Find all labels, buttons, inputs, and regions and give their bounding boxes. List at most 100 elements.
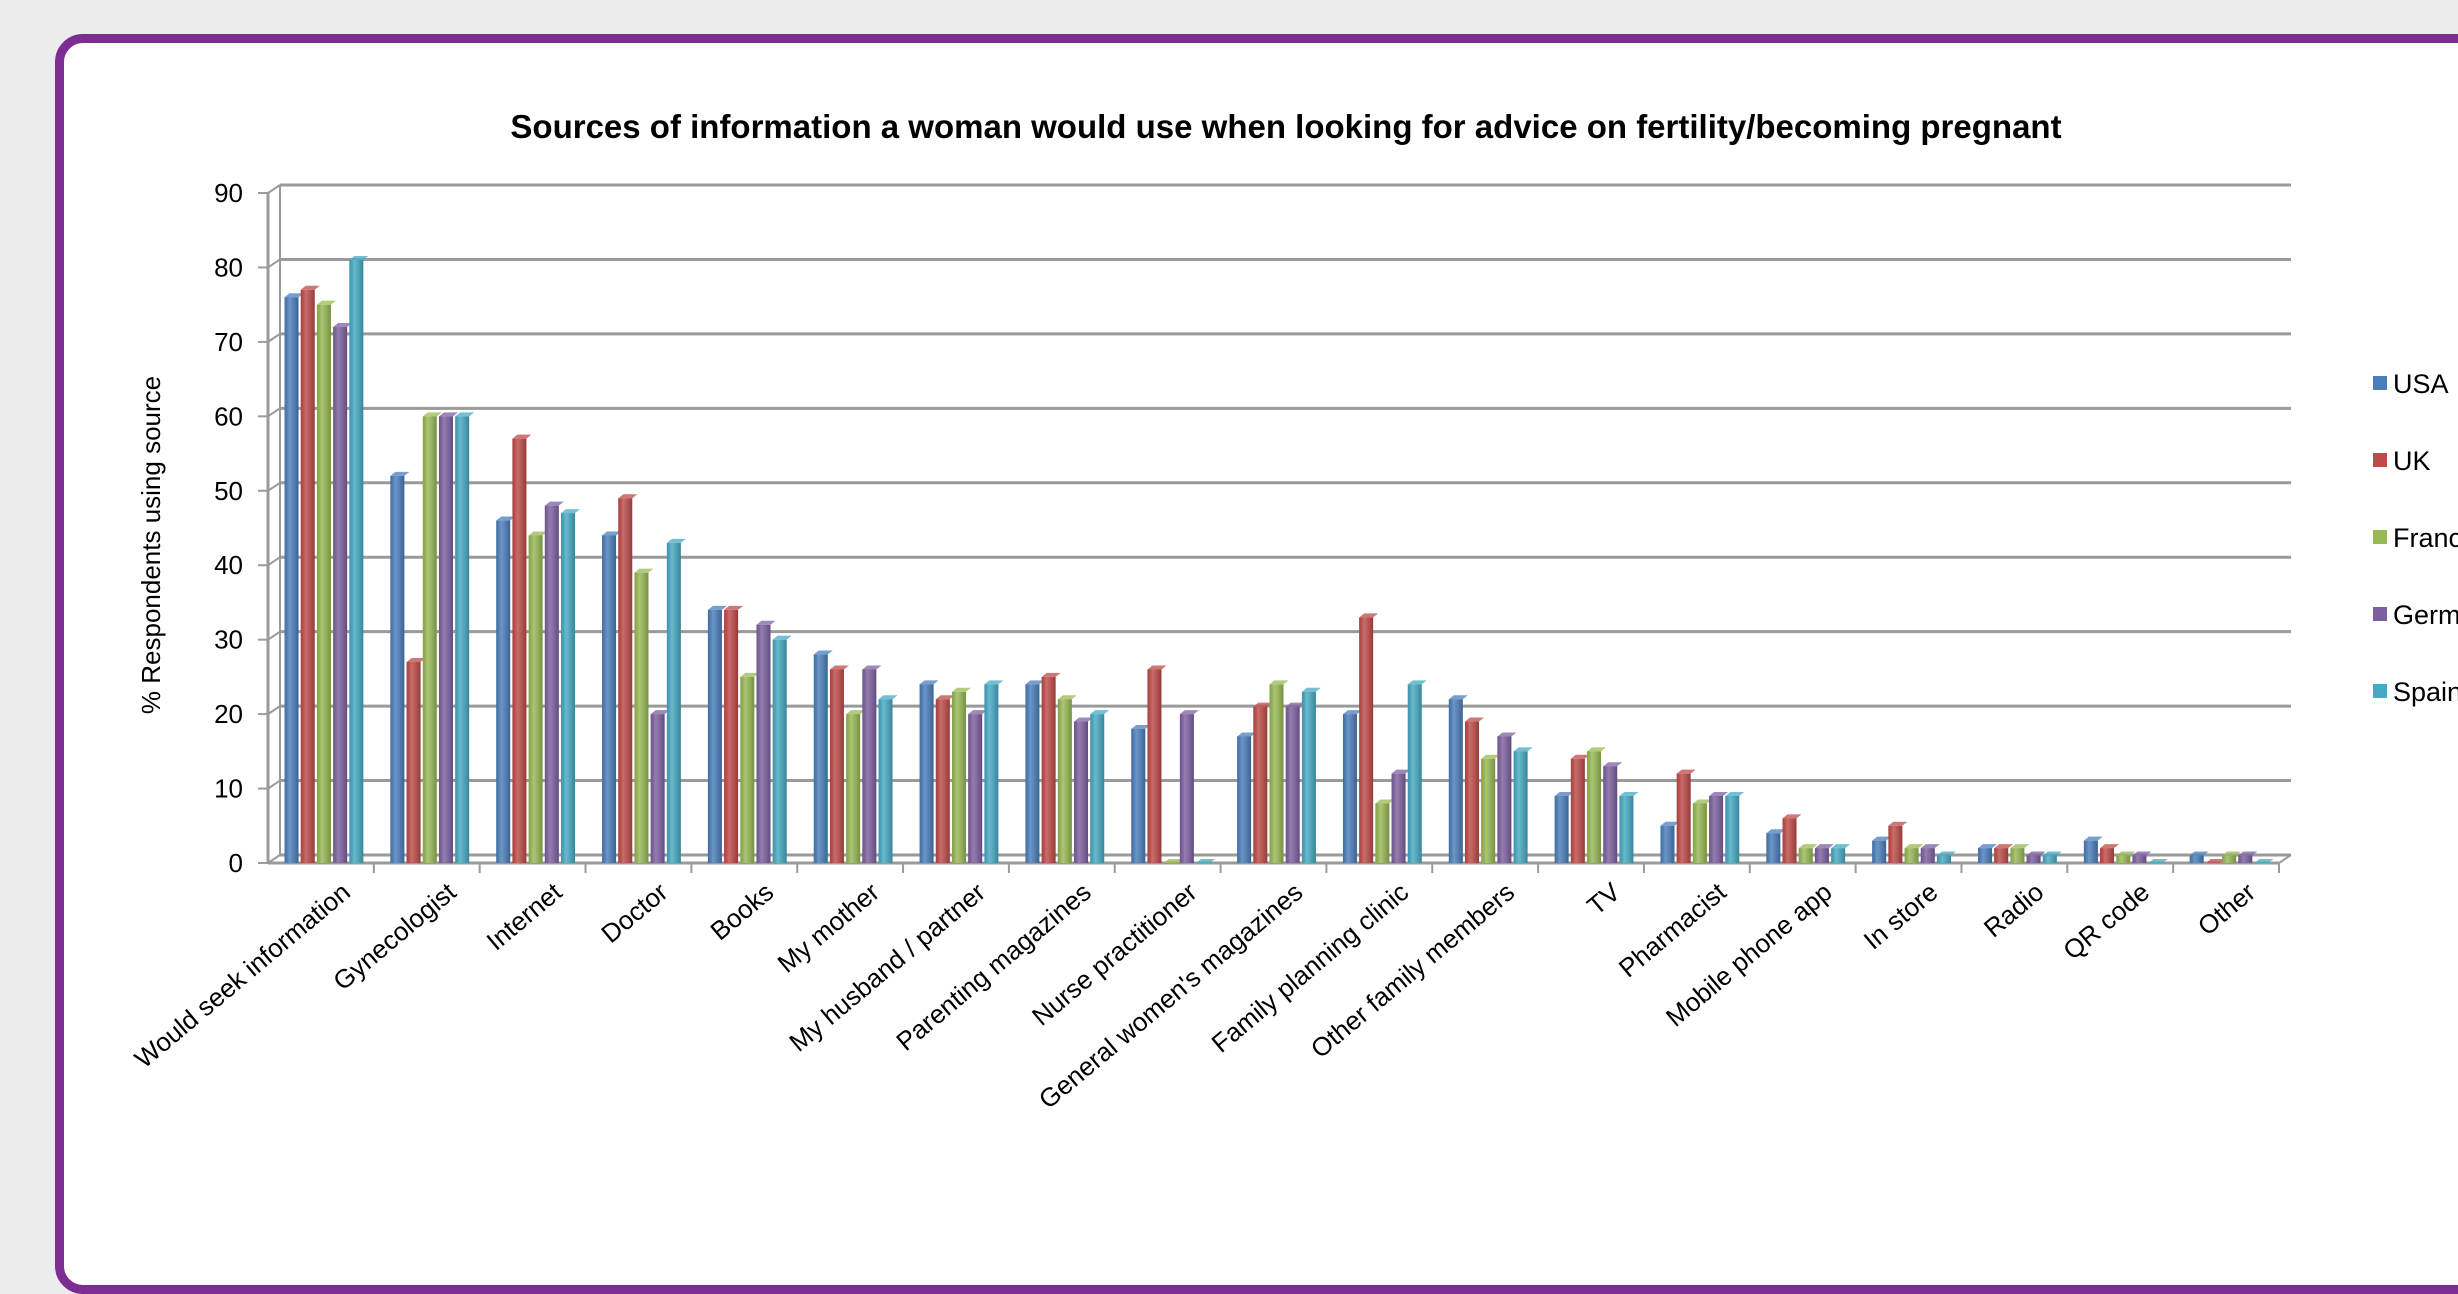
bar bbox=[1936, 851, 1956, 863]
bar bbox=[2026, 851, 2046, 863]
x-tick-label: Would seek information bbox=[129, 877, 356, 1074]
bar bbox=[1497, 732, 1517, 863]
bar bbox=[1676, 769, 1696, 863]
bar bbox=[618, 494, 638, 863]
bar bbox=[1464, 717, 1484, 863]
gridline-edge bbox=[267, 630, 281, 641]
gridline-edge bbox=[267, 556, 281, 567]
x-tick-label: Other family members bbox=[1305, 877, 1520, 1064]
chart-title: Sources of information a woman would use… bbox=[510, 108, 2061, 145]
bar bbox=[919, 680, 939, 863]
bar bbox=[1301, 687, 1321, 863]
bar bbox=[544, 501, 564, 863]
bar bbox=[1782, 814, 1802, 863]
bar bbox=[1025, 680, 1045, 863]
gridline-edge bbox=[267, 779, 281, 790]
bar bbox=[951, 687, 971, 863]
gridline-edge bbox=[267, 407, 281, 418]
bar bbox=[1619, 792, 1639, 863]
bar bbox=[2148, 859, 2168, 863]
bar bbox=[1814, 844, 1834, 863]
bar bbox=[1831, 844, 1851, 863]
bar bbox=[2238, 851, 2258, 863]
y-tick-label: 20 bbox=[214, 699, 243, 729]
x-tick-label: Other bbox=[2192, 876, 2261, 941]
x-tick-label: My husband / partner bbox=[783, 876, 991, 1057]
legend-item: France bbox=[2373, 523, 2458, 553]
x-tick-label: Books bbox=[705, 877, 780, 946]
bar bbox=[1237, 732, 1257, 863]
bar bbox=[1692, 799, 1712, 863]
bar bbox=[1196, 859, 1216, 863]
gridline-edge bbox=[267, 184, 281, 194]
bar bbox=[422, 412, 442, 863]
bar bbox=[512, 434, 532, 863]
bar bbox=[316, 300, 336, 864]
bars bbox=[284, 256, 2274, 864]
x-tick-label: Radio bbox=[1978, 877, 2049, 944]
bar bbox=[935, 695, 955, 863]
bar bbox=[724, 605, 744, 863]
y-tick-label: 80 bbox=[214, 252, 243, 282]
y-tick-label: 70 bbox=[214, 327, 243, 357]
bar bbox=[455, 412, 475, 863]
y-tick-label: 30 bbox=[214, 625, 243, 655]
gridline-edge bbox=[267, 333, 281, 343]
bar bbox=[666, 538, 686, 863]
bar bbox=[1570, 754, 1590, 863]
bar bbox=[1342, 710, 1362, 863]
bar bbox=[406, 658, 426, 863]
bar bbox=[707, 605, 727, 863]
bar bbox=[300, 285, 320, 863]
bar bbox=[2132, 851, 2152, 863]
legend-item: Spain bbox=[2373, 677, 2458, 707]
bar bbox=[1163, 859, 1183, 863]
bar bbox=[390, 471, 410, 863]
bar bbox=[1074, 717, 1094, 863]
legend-label: USA bbox=[2393, 369, 2449, 399]
y-tick-label: 50 bbox=[214, 476, 243, 506]
legend-swatch bbox=[2373, 376, 2387, 390]
bar bbox=[2083, 836, 2103, 863]
y-tick-label: 40 bbox=[214, 550, 243, 580]
bar bbox=[2116, 851, 2136, 863]
bar bbox=[829, 665, 849, 863]
x-tick-label: Internet bbox=[481, 876, 568, 956]
legend: USA UK France Germany Spain bbox=[2373, 369, 2458, 707]
legend-label: Germany bbox=[2393, 600, 2458, 630]
legend-item: Germany bbox=[2373, 600, 2458, 630]
bar bbox=[1888, 821, 1908, 863]
bar bbox=[1253, 702, 1273, 863]
bar bbox=[284, 293, 304, 863]
bar bbox=[1766, 829, 1786, 863]
bar bbox=[1798, 844, 1818, 863]
bar bbox=[756, 620, 776, 863]
bar bbox=[2010, 844, 2030, 863]
bar bbox=[2222, 851, 2242, 863]
bar bbox=[1375, 799, 1395, 863]
y-tick-label: 10 bbox=[214, 774, 243, 804]
y-axis-ticks: 0 10 20 30 40 50 60 70 80 90 bbox=[214, 178, 268, 878]
legend-item: UK bbox=[2373, 446, 2431, 476]
bar bbox=[1448, 695, 1468, 863]
bar bbox=[1872, 836, 1892, 863]
gridline-edge bbox=[267, 481, 281, 492]
bar bbox=[1513, 747, 1533, 863]
bar bbox=[1359, 613, 1379, 863]
bar bbox=[1554, 792, 1574, 863]
bar bbox=[561, 509, 581, 863]
y-tick-label: 60 bbox=[214, 401, 243, 431]
bar bbox=[1920, 844, 1940, 863]
bar bbox=[349, 256, 369, 863]
bar bbox=[1179, 710, 1199, 863]
bar bbox=[650, 710, 670, 863]
legend-label: Spain bbox=[2393, 677, 2458, 707]
bar bbox=[496, 516, 516, 863]
x-tick-label: Parenting magazines bbox=[890, 877, 1096, 1057]
bar bbox=[333, 323, 353, 863]
x-tick-label: TV bbox=[1581, 876, 1626, 921]
legend-label: France bbox=[2393, 523, 2458, 553]
x-tick-label: In store bbox=[1858, 877, 1944, 956]
gridline-edge bbox=[267, 258, 281, 269]
bar bbox=[813, 650, 833, 863]
